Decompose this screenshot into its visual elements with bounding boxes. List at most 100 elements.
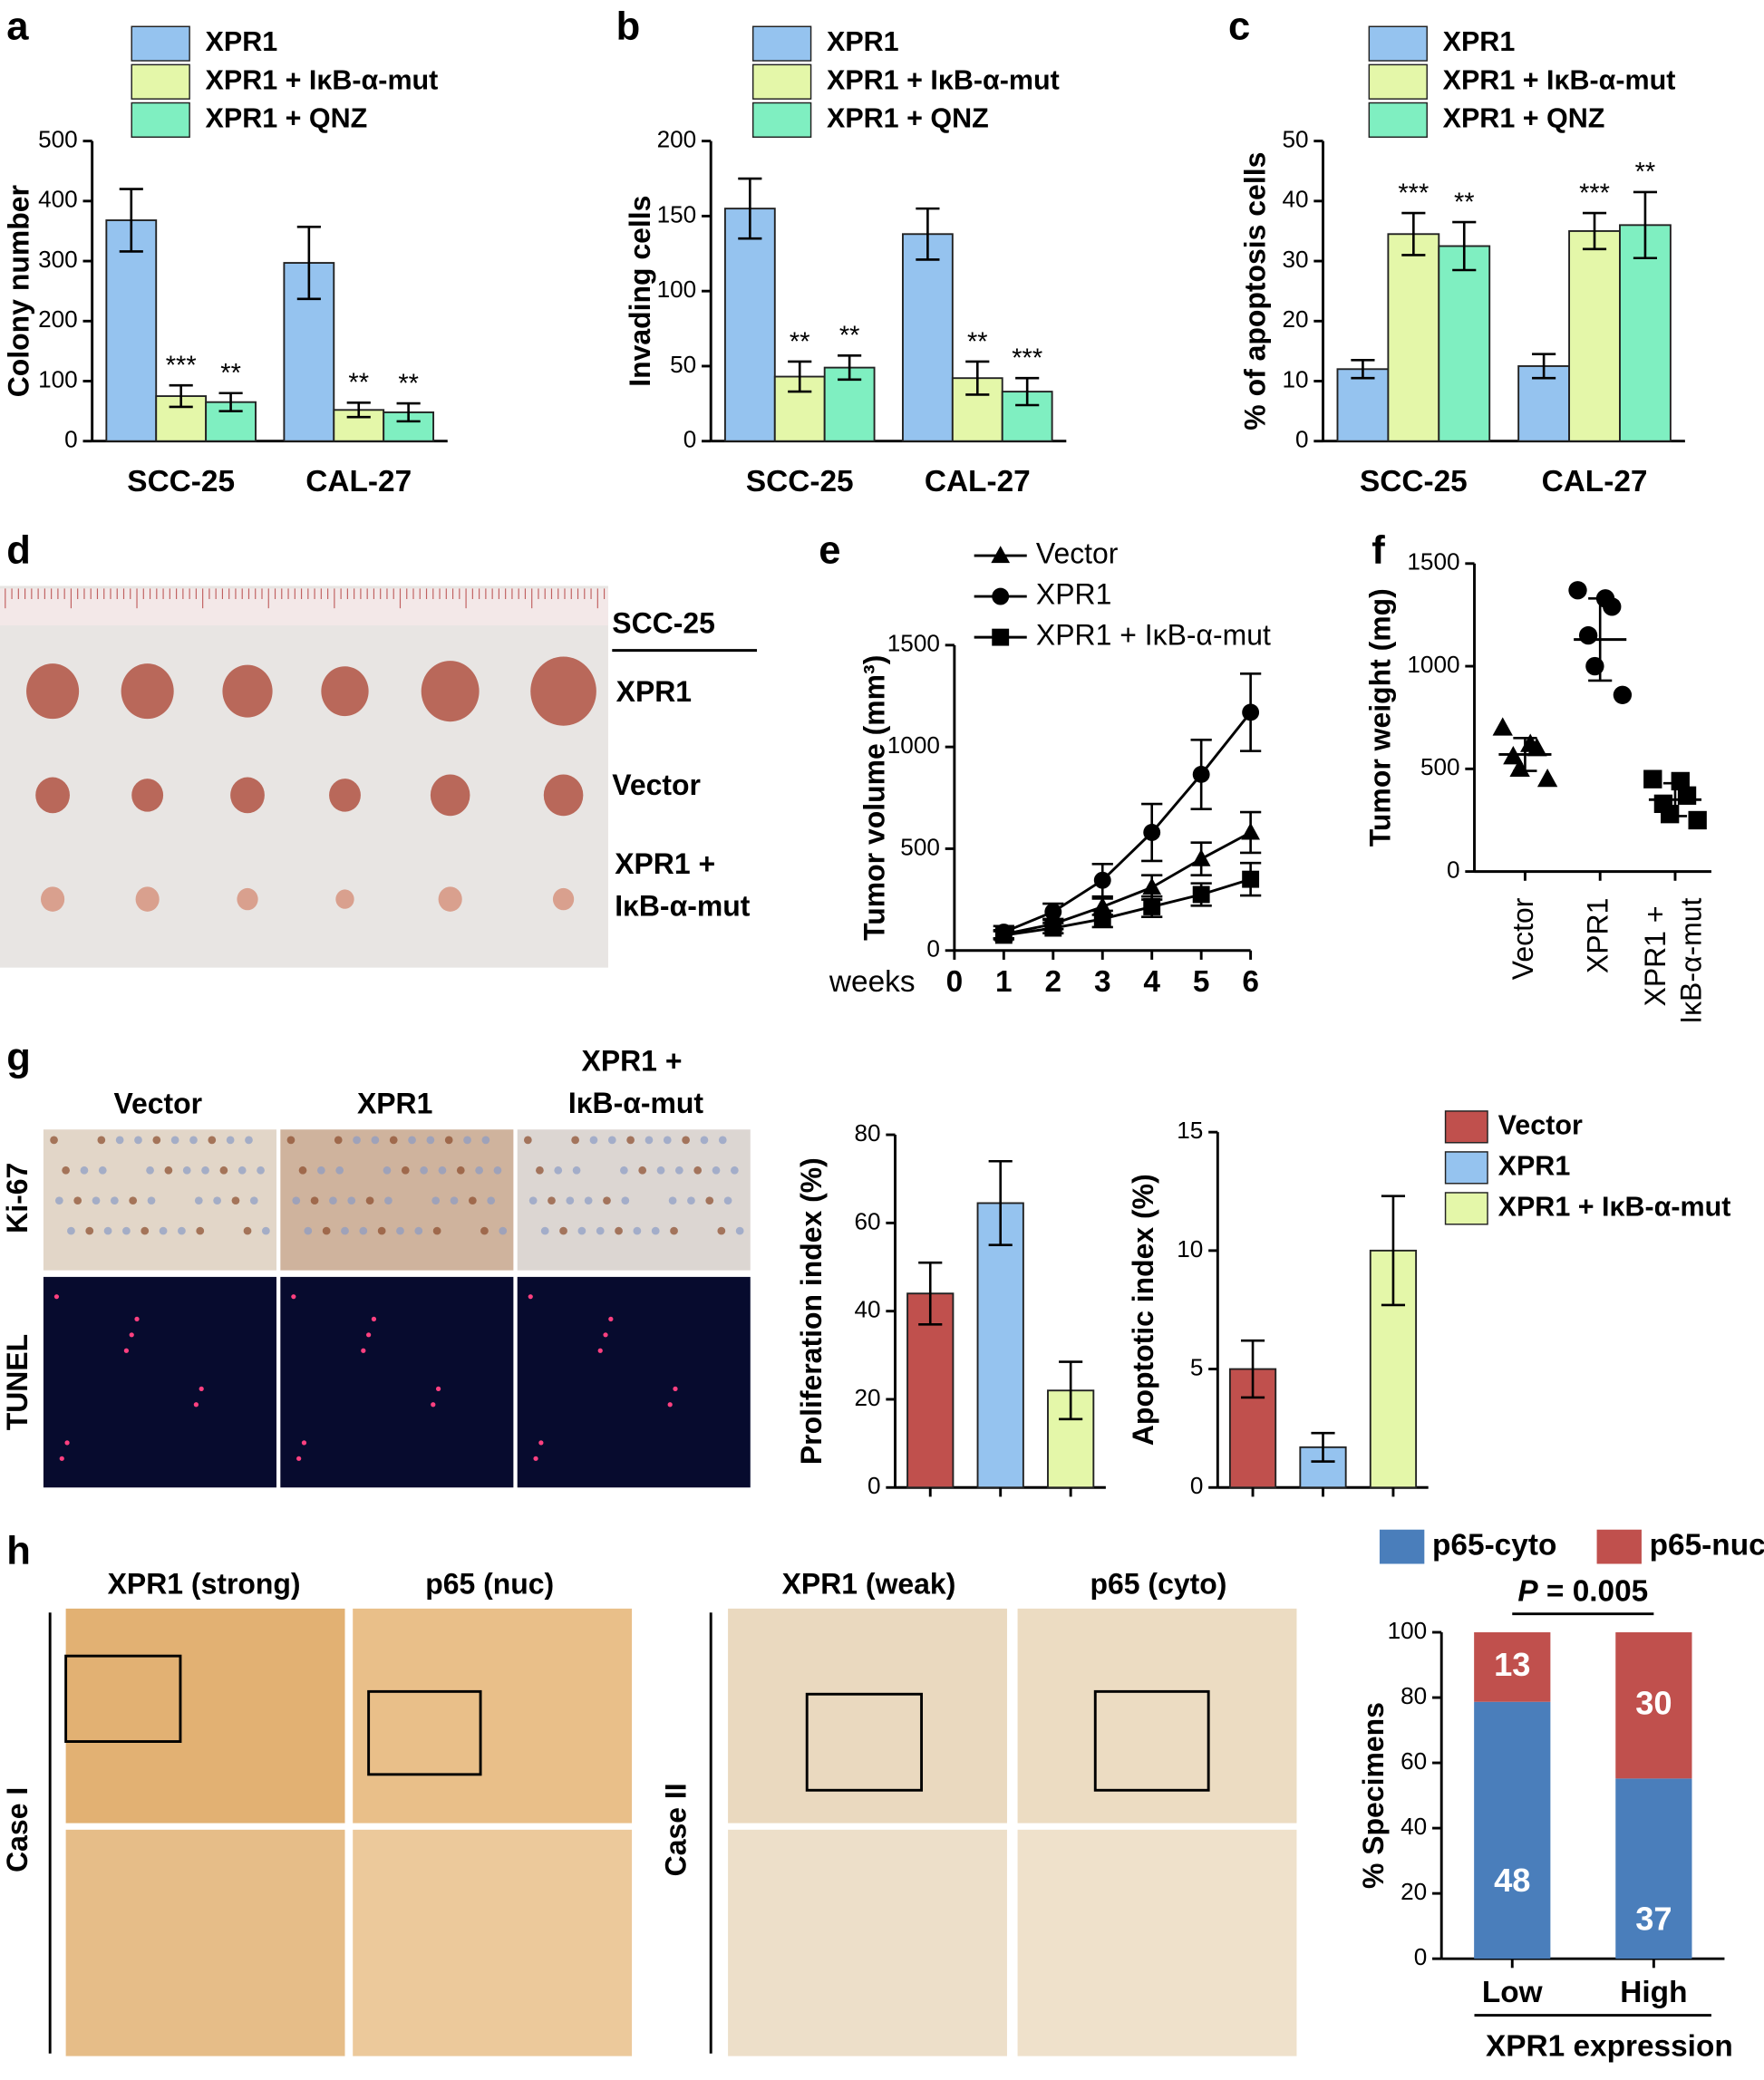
nucleus: [589, 1136, 598, 1145]
y-tick-label: 0: [1447, 856, 1460, 884]
y-tick-label: 150: [657, 200, 697, 227]
y-tick-label: 40: [1401, 1813, 1427, 1840]
error-bar: [918, 1261, 943, 1326]
tumor: [26, 663, 80, 720]
y-tick-label: 80: [854, 1119, 880, 1146]
row-label: Case I: [1, 1787, 34, 1872]
error-bar: [1381, 1195, 1406, 1307]
nucleus: [603, 1196, 611, 1205]
nucleus: [383, 1166, 392, 1175]
error-bar: [296, 226, 321, 301]
marker: [1192, 766, 1210, 783]
marker: [1143, 824, 1161, 841]
tumor: [237, 887, 258, 911]
y-tick-label: 1500: [1407, 548, 1459, 576]
y-tick-label: 1000: [1407, 651, 1459, 678]
nucleus: [170, 1136, 179, 1145]
nucleus: [304, 1226, 313, 1235]
ihc-zoom: [65, 1829, 345, 2056]
nucleus: [735, 1226, 744, 1235]
nucleus: [730, 1166, 739, 1175]
nucleus: [359, 1226, 368, 1235]
legend-label: XPR1 + QNZ: [206, 102, 368, 133]
nucleus: [257, 1166, 265, 1175]
nucleus: [607, 1136, 616, 1145]
nucleus: [450, 1196, 459, 1205]
signal: [673, 1386, 678, 1391]
nucleus: [420, 1166, 428, 1175]
nucleus: [353, 1136, 361, 1145]
panel-label: g: [6, 1036, 31, 1079]
error-bar: [965, 360, 990, 396]
signal: [371, 1316, 377, 1321]
signal: [361, 1348, 366, 1353]
y-tick-label: 15: [1177, 1117, 1203, 1144]
bar-segment: [1615, 1632, 1692, 1779]
annotation-part: P: [1517, 1574, 1538, 1608]
nucleus: [571, 1136, 579, 1145]
count-label: 48: [1494, 1862, 1530, 1899]
tumor: [430, 774, 470, 817]
inset-box: [367, 1689, 482, 1776]
nucleus: [310, 1196, 319, 1205]
panel-label: b: [616, 5, 641, 49]
nucleus: [110, 1196, 119, 1205]
nucleus: [286, 1136, 296, 1145]
bar: [1387, 233, 1440, 442]
nucleus: [146, 1166, 154, 1175]
nucleus: [159, 1226, 168, 1235]
tumor: [222, 664, 273, 718]
line: [1003, 711, 1252, 934]
nucleus: [596, 1226, 605, 1235]
tumor: [121, 663, 174, 720]
y-tick-label: 400: [38, 186, 78, 213]
nucleus: [626, 1136, 635, 1145]
error-bar: [838, 354, 862, 382]
significance: **: [839, 322, 860, 351]
signal: [533, 1456, 538, 1461]
nucleus: [201, 1166, 209, 1175]
nucleus: [668, 1196, 677, 1205]
image-label: Vector: [113, 1088, 202, 1120]
legend-label: XPR1 + IκB-α-mut: [827, 64, 1060, 95]
y-tick-label: 500: [900, 833, 940, 860]
count-label: 37: [1635, 1900, 1672, 1937]
error-bar: [1532, 353, 1556, 380]
x-tick-label: Vector: [1507, 897, 1539, 980]
marker: [1536, 768, 1558, 788]
x-tick-label: 6: [1242, 965, 1259, 999]
nucleus: [645, 1136, 654, 1145]
legend-label: XPR1: [1443, 26, 1516, 57]
signal: [435, 1386, 441, 1391]
nucleus: [103, 1226, 112, 1235]
error-bar: [1311, 1431, 1335, 1463]
error-bar: [1015, 376, 1040, 407]
signal: [59, 1456, 64, 1461]
marker: [1093, 910, 1111, 928]
tumor: [438, 886, 462, 912]
nucleus: [122, 1226, 131, 1235]
y-tick-label: 60: [1401, 1747, 1427, 1775]
error-bar: [1452, 220, 1477, 272]
y-tick-label: 20: [854, 1384, 880, 1411]
ihc-zoom: [728, 1829, 1007, 2056]
nucleus: [674, 1166, 683, 1175]
y-tick-label: 0: [867, 1472, 881, 1499]
ihc-image: [65, 1608, 345, 1824]
nucleus: [687, 1196, 695, 1205]
nucleus: [493, 1166, 502, 1175]
marker: [1044, 903, 1062, 921]
y-axis-label: Apoptotic index (%): [1127, 1174, 1159, 1446]
signal: [134, 1316, 140, 1321]
nucleus: [182, 1166, 191, 1175]
y-tick-label: 500: [38, 126, 78, 153]
legend-swatch: [1379, 1529, 1425, 1564]
signal: [199, 1386, 204, 1391]
nucleus: [693, 1166, 703, 1175]
y-tick-label: 300: [38, 246, 78, 273]
nucleus: [141, 1226, 150, 1235]
tumor: [35, 777, 70, 814]
legend-marker: [992, 628, 1010, 646]
